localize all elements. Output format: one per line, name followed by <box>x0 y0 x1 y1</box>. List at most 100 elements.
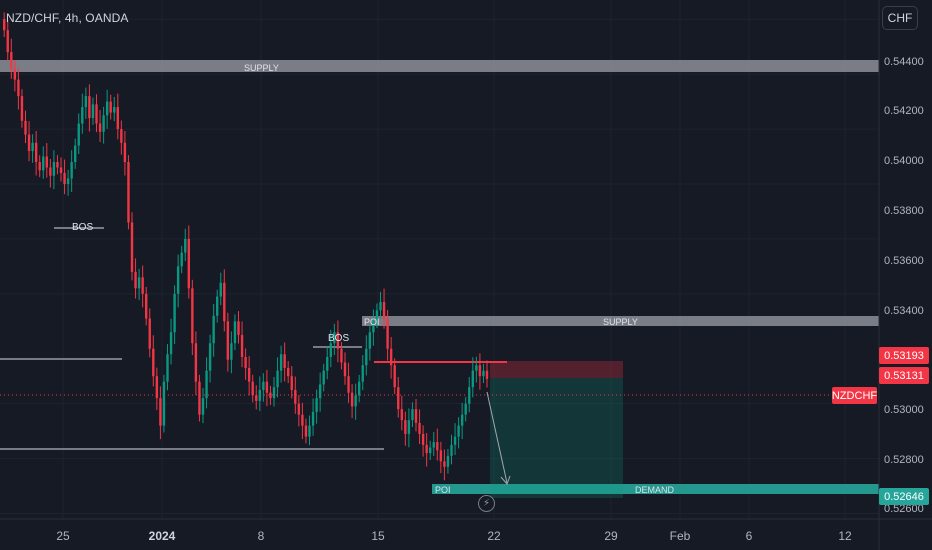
lightning-icon[interactable]: ⚡ <box>478 495 495 512</box>
candle-body <box>123 142 127 163</box>
candle-body <box>407 420 411 434</box>
candle-body <box>382 302 386 319</box>
candle-body <box>329 343 332 357</box>
candle-body <box>326 356 329 371</box>
candle-body <box>389 348 393 366</box>
candle-body <box>265 381 269 393</box>
x-tick: 8 <box>257 529 265 543</box>
target-price-tag: 0.52646 <box>879 488 929 505</box>
candle-body <box>404 420 407 434</box>
candle-body <box>301 414 304 426</box>
candle-body <box>393 365 396 388</box>
candle-body <box>421 433 425 445</box>
y-tick: 0.53800 <box>884 205 924 217</box>
bos-label-2: BOS <box>328 333 350 344</box>
candle-body <box>340 348 343 363</box>
candle-body <box>148 318 151 349</box>
x-tick: 6 <box>745 529 753 543</box>
y-tick: 0.54000 <box>884 155 924 167</box>
candle-body <box>365 348 368 366</box>
candle-body <box>439 450 443 462</box>
candle-body <box>475 365 478 371</box>
candle-body <box>372 321 375 333</box>
candle-body <box>322 370 325 385</box>
poi-label-low: POI <box>435 485 451 495</box>
candle-body <box>375 310 379 322</box>
candle-body <box>425 444 428 454</box>
candle-body <box>216 296 219 316</box>
candle-body <box>91 104 95 119</box>
y-tick: 0.53600 <box>884 255 924 267</box>
x-tick: 25 <box>56 529 70 543</box>
candle-body <box>482 370 485 377</box>
candle-body <box>446 455 450 467</box>
y-tick: 0.53000 <box>884 404 924 416</box>
candle-body <box>336 332 340 349</box>
y-tick: 0.53400 <box>884 305 924 317</box>
candle-body <box>201 398 205 415</box>
candle-body <box>219 282 222 297</box>
candle-body <box>347 376 350 393</box>
currency-button[interactable]: CHF <box>882 6 918 30</box>
x-tick: Feb <box>669 529 691 543</box>
candle-body <box>77 123 80 146</box>
candle-body <box>269 392 272 399</box>
candle-body <box>304 425 308 437</box>
candle-body <box>294 389 297 404</box>
candle-body <box>400 409 403 421</box>
symbol-info: NZD/CHF, 4h, OANDA <box>6 11 129 25</box>
candle-body <box>223 282 226 322</box>
projection-arrow <box>486 391 511 485</box>
candle-body <box>258 389 261 401</box>
candle-body <box>350 392 354 407</box>
candle-body <box>6 30 9 53</box>
candle-body <box>443 461 446 467</box>
candle-body <box>244 356 247 368</box>
candle-body <box>141 277 144 294</box>
candle-body <box>116 107 119 130</box>
x-tick: 12 <box>838 529 852 543</box>
zones-layer <box>0 60 879 498</box>
candle-body <box>180 252 183 267</box>
candle-body <box>205 370 208 399</box>
x-tick: 22 <box>487 529 501 543</box>
candle-body <box>17 79 20 97</box>
y-tick: 0.52600 <box>884 503 924 515</box>
candle-body <box>20 96 24 121</box>
candle-body <box>308 425 311 437</box>
candle-body <box>24 120 27 135</box>
candle-body <box>88 96 91 119</box>
candle-body <box>109 101 112 113</box>
candle-body <box>152 348 155 377</box>
candle-body <box>272 387 276 399</box>
candle-body <box>453 436 457 445</box>
candle-body <box>233 321 237 344</box>
supply-zone-mid <box>362 316 879 326</box>
candle-body <box>145 293 148 319</box>
candle-body <box>414 409 418 423</box>
candle-body <box>52 162 56 176</box>
candle-body <box>105 101 109 116</box>
y-tick: 0.54400 <box>884 56 924 68</box>
candle-body <box>432 442 435 448</box>
candle-body <box>230 343 233 360</box>
candle-body <box>84 96 88 108</box>
candle-body <box>98 123 102 132</box>
candle-body <box>397 387 400 410</box>
candle-body <box>162 381 166 426</box>
candle-body <box>457 425 460 437</box>
candle-body <box>276 370 279 388</box>
candle-body <box>368 332 372 349</box>
x-tick: 29 <box>604 529 618 543</box>
candle-body <box>226 321 230 360</box>
demand-zone <box>432 484 879 494</box>
candle-body <box>95 104 98 124</box>
candle-body <box>49 167 52 176</box>
candle-body <box>333 332 336 344</box>
candle-body <box>27 134 31 152</box>
candle-body <box>81 107 84 124</box>
candle-body <box>386 318 389 349</box>
candle-body <box>127 162 130 223</box>
candle-body <box>418 422 421 434</box>
